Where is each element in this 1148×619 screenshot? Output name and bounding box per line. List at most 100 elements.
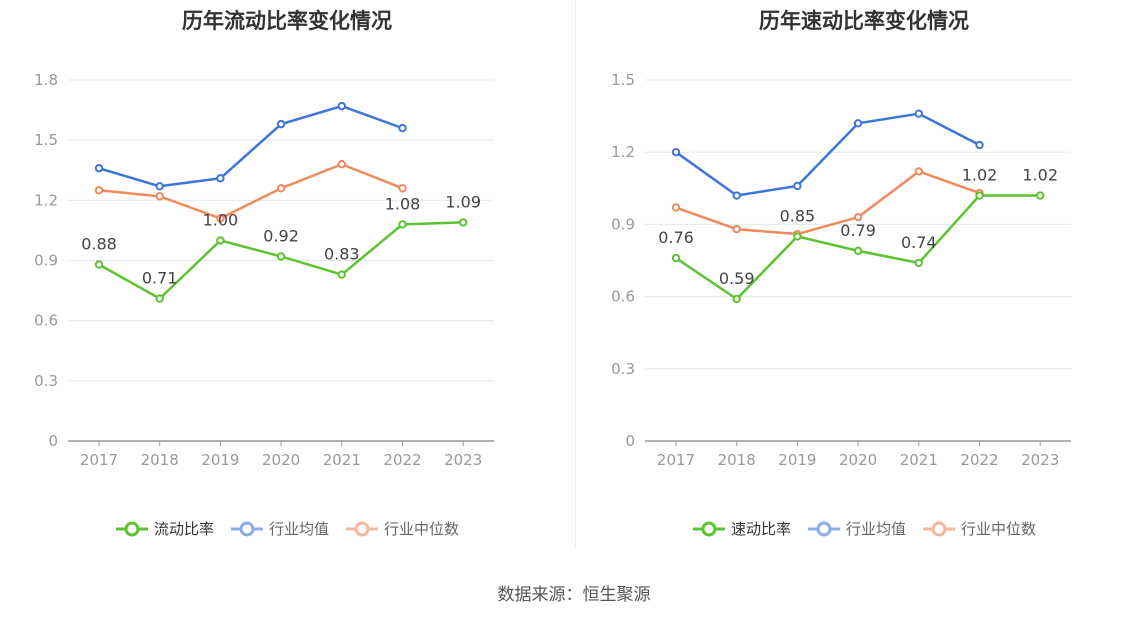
legend-line-marker-icon: [807, 521, 840, 536]
legend-label: 流动比率: [153, 520, 214, 538]
x-tick-label: 2017: [80, 451, 118, 469]
data-point: [671, 253, 681, 263]
data-point: [337, 160, 346, 169]
legend-label: 速动比率: [730, 520, 791, 538]
data-point: [975, 191, 984, 200]
legend-line-marker-icon: [692, 521, 725, 536]
chart-legend: 流动比率 行业均值 行业中位数: [0, 518, 574, 539]
data-label: 1.02: [962, 166, 998, 185]
x-tick-label: 2020: [262, 451, 300, 469]
x-tick-label: 2021: [323, 451, 361, 469]
x-tick-label: 2017: [657, 451, 695, 469]
data-point: [914, 109, 923, 118]
y-tick-label: 0: [48, 432, 58, 450]
data-label: 1.00: [203, 210, 239, 229]
y-tick-label: 0.6: [611, 288, 635, 306]
data-label: 0.79: [840, 221, 876, 240]
y-tick-label: 1.2: [611, 143, 635, 161]
x-tick-label: 2022: [960, 451, 998, 469]
data-point: [793, 181, 802, 191]
data-point: [216, 214, 225, 223]
x-tick-label: 2022: [383, 451, 421, 469]
data-point: [853, 212, 863, 222]
data-point: [337, 270, 346, 279]
x-tick-label: 2023: [444, 451, 482, 469]
y-tick-label: 0.3: [611, 360, 635, 378]
y-tick-label: 1.8: [34, 71, 58, 89]
series-line-industry-avg: [675, 112, 981, 197]
data-point: [155, 182, 164, 191]
data-label: 1.02: [1022, 166, 1058, 185]
x-tick-label: 2019: [778, 451, 816, 469]
data-point: [914, 167, 923, 176]
x-tick-label: 2018: [718, 451, 756, 469]
legend-item-industry-median[interactable]: 行业中位数: [922, 518, 1036, 539]
data-point: [94, 164, 104, 173]
data-point: [155, 294, 164, 303]
legend-line-marker-icon: [923, 521, 955, 536]
data-point: [1036, 191, 1045, 200]
data-label: 0.71: [142, 269, 178, 288]
x-tick-label: 2021: [900, 451, 938, 469]
data-point: [671, 148, 681, 157]
data-point: [276, 119, 286, 129]
x-tick-label: 2023: [1021, 451, 1059, 469]
data-point: [398, 184, 407, 193]
legend-item-industry-median[interactable]: 行业中位数: [345, 518, 459, 539]
legend-item-company[interactable]: 流动比率: [115, 518, 214, 539]
data-point: [732, 294, 741, 304]
data-point: [398, 220, 407, 229]
data-point: [155, 192, 164, 201]
data-label: 0.85: [780, 206, 816, 225]
legend-item-company[interactable]: 速动比率: [692, 518, 791, 539]
data-label: 0.59: [719, 269, 755, 288]
series-line-industry-median: [98, 162, 403, 220]
legend-label: 行业中位数: [961, 520, 1037, 538]
data-point: [276, 184, 286, 193]
data-label: 1.09: [445, 192, 481, 211]
series-line-industry-avg: [98, 104, 403, 188]
data-point: [337, 101, 346, 111]
chart-title: 历年流动比率变化情况: [182, 9, 392, 33]
data-label: 0.74: [901, 233, 937, 252]
data-point: [732, 191, 741, 200]
data-point: [459, 218, 468, 227]
data-point: [276, 252, 286, 261]
chart-legend: 速动比率 行业均值 行业中位数: [577, 518, 1148, 539]
legend-label: 行业均值: [845, 520, 906, 538]
data-point: [671, 203, 681, 212]
legend-line-marker-icon: [346, 521, 378, 536]
legend-line-marker-icon: [230, 521, 263, 536]
legend-item-industry-avg[interactable]: 行业均值: [230, 518, 329, 539]
y-tick-label: 0.3: [34, 372, 58, 390]
y-tick-label: 1.2: [34, 191, 58, 209]
y-tick-label: 1.5: [34, 131, 58, 149]
chart-panel-quick-ratio: 历年速动比率变化情况 0 0.3 0.6 0.9 1.2 1.5 2017 2018 2019 2…: [577, 0, 1148, 560]
data-point: [398, 123, 407, 133]
data-source-note: 数据来源：恒生聚源: [497, 585, 651, 605]
data-point: [914, 258, 923, 268]
data-point: [94, 260, 104, 269]
y-tick-label: 1.5: [611, 71, 635, 89]
legend-item-industry-avg[interactable]: 行业均值: [807, 518, 906, 539]
line-chart-current-ratio: 0 0.3 0.6 0.9 1.2 1.5 1.8 2017 2018 2019 2020 2021 2…: [34, 71, 494, 469]
data-point: [853, 246, 863, 256]
x-tick-label: 2019: [201, 451, 239, 469]
legend-label: 行业中位数: [384, 520, 460, 538]
data-point: [853, 119, 863, 128]
x-tick-label: 2020: [839, 451, 877, 469]
y-tick-label: 0.6: [34, 312, 58, 330]
y-tick-label: 0: [625, 432, 635, 450]
data-label: 0.83: [324, 245, 360, 264]
chart-title: 历年速动比率变化情况: [759, 9, 969, 33]
y-tick-label: 0.9: [34, 252, 58, 270]
legend-line-marker-icon: [115, 521, 148, 536]
data-point: [975, 140, 984, 150]
data-label: 0.88: [81, 235, 117, 254]
data-label: 0.76: [658, 228, 694, 247]
y-tick-label: 0.9: [611, 215, 635, 233]
data-label: 0.92: [263, 226, 299, 245]
x-tick-label: 2018: [141, 451, 179, 469]
panel-divider: [575, 0, 576, 548]
data-point: [94, 186, 104, 195]
